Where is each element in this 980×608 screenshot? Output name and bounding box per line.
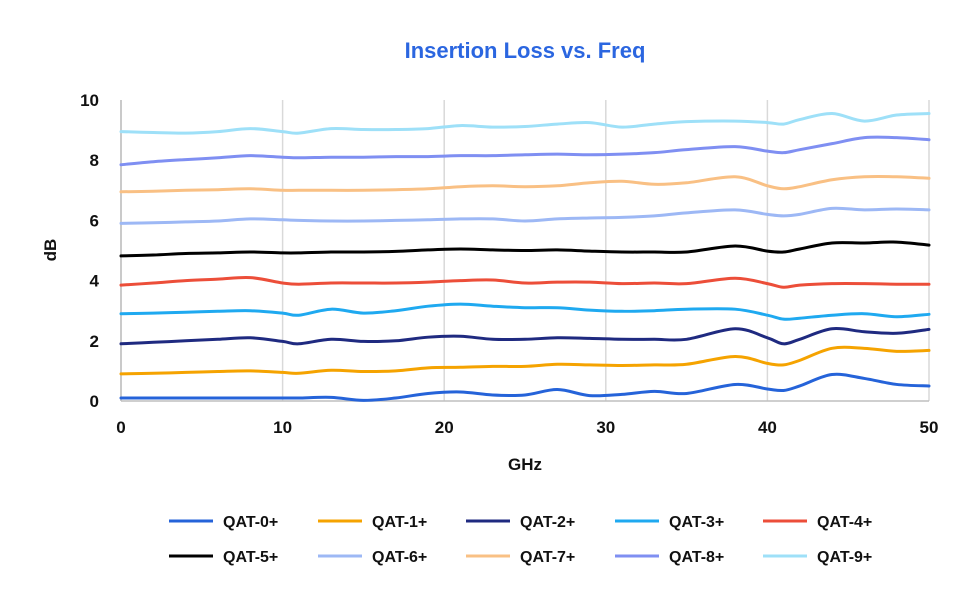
y-tick-label: 2 <box>90 332 99 351</box>
legend-item: QAT-8+ <box>615 549 724 566</box>
x-tick-label: 30 <box>596 418 615 437</box>
legend-label: QAT-5+ <box>223 549 278 566</box>
legend-label: QAT-1+ <box>372 514 427 531</box>
series-line-qat-2 <box>119 327 931 346</box>
legend-item: QAT-9+ <box>763 549 872 566</box>
series-line-qat-7 <box>119 174 931 194</box>
x-tick-label: 20 <box>435 418 454 437</box>
y-tick-label: 6 <box>90 211 99 230</box>
legend-item: QAT-4+ <box>763 514 872 531</box>
series-line-qat-1 <box>119 345 931 376</box>
series-line-qat-0 <box>119 372 931 402</box>
legend-label: QAT-3+ <box>669 514 724 531</box>
series-lines <box>119 112 931 402</box>
series-line-qat-3 <box>119 302 931 321</box>
legend-item: QAT-0+ <box>169 514 278 531</box>
legend-label: QAT-4+ <box>817 514 872 531</box>
x-tick-label: 40 <box>758 418 777 437</box>
legend-item: QAT-6+ <box>318 549 427 566</box>
legend-label: QAT-0+ <box>223 514 278 531</box>
legend-label: QAT-6+ <box>372 549 427 566</box>
legend-item: QAT-5+ <box>169 549 278 566</box>
tick-labels: 0 10 20 30 40 50 0 2 4 6 8 10 <box>80 91 938 437</box>
legend-item: QAT-2+ <box>466 514 575 531</box>
chart-title: Insertion Loss vs. Freq <box>405 38 646 63</box>
x-axis-label: GHz <box>508 455 542 474</box>
y-tick-label: 4 <box>90 272 100 291</box>
legend-item: QAT-7+ <box>466 549 575 566</box>
series-line-qat-8 <box>119 135 931 167</box>
legend-label: QAT-2+ <box>520 514 575 531</box>
x-tick-label: 50 <box>920 418 939 437</box>
legend-item: QAT-3+ <box>615 514 724 531</box>
x-tick-label: 10 <box>273 418 292 437</box>
y-tick-label: 0 <box>90 392 99 411</box>
legend-label: QAT-9+ <box>817 549 872 566</box>
y-tick-label: 10 <box>80 91 99 110</box>
x-tick-label: 0 <box>116 418 125 437</box>
legend-label: QAT-7+ <box>520 549 575 566</box>
y-axis-label: dB <box>41 239 60 262</box>
axes <box>120 100 929 402</box>
legend: QAT-0+ QAT-1+ QAT-2+ QAT-3+ QAT-4+ QAT-5+ QAT-… <box>169 514 872 566</box>
legend-label: QAT-8+ <box>669 549 724 566</box>
series-line-qat-4 <box>119 275 931 289</box>
series-line-qat-6 <box>119 206 931 225</box>
series-line-qat-5 <box>119 240 931 258</box>
legend-item: QAT-1+ <box>318 514 427 531</box>
y-tick-label: 8 <box>90 151 99 170</box>
series-line-qat-9 <box>119 112 931 135</box>
